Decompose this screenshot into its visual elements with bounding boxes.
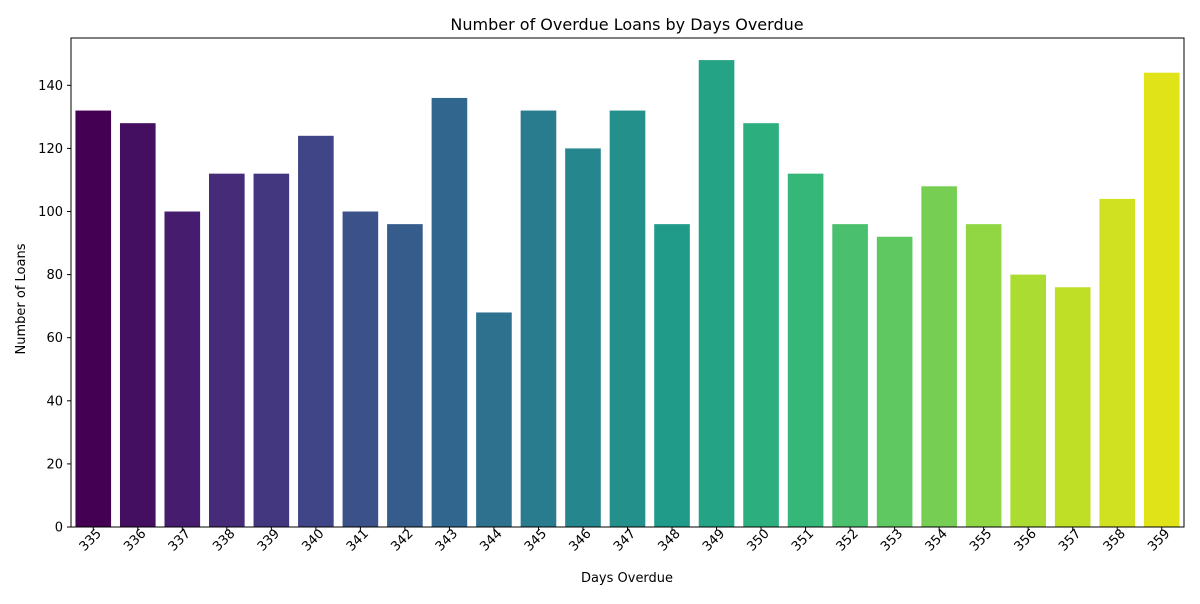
x-tick-label-348: 348 — [655, 526, 683, 554]
x-tick-label-347: 347 — [611, 526, 639, 554]
bar-339 — [253, 173, 290, 527]
bar-358 — [1099, 198, 1136, 527]
x-tick-label-344: 344 — [477, 526, 505, 554]
bar-350 — [743, 123, 779, 528]
bar-343 — [431, 97, 468, 527]
bar-347 — [609, 110, 646, 527]
x-tick-label-349: 349 — [700, 526, 728, 554]
bar-357 — [1054, 287, 1091, 527]
bar-346 — [565, 148, 601, 528]
y-tick-label: 40 — [46, 394, 63, 409]
bar-349 — [698, 60, 735, 527]
bar-335 — [75, 110, 112, 527]
y-tick-label: 80 — [46, 268, 63, 283]
ticks-layer: 0 20 40 60 80 100 120 140 335 336 337 338 339 340 341 3… — [38, 79, 1173, 555]
y-tick-label: 120 — [38, 142, 63, 157]
x-tick-label-355: 355 — [967, 526, 995, 554]
x-tick-label-356: 356 — [1012, 526, 1040, 554]
bar-336 — [119, 123, 156, 528]
bar-352 — [832, 224, 868, 527]
y-tick-label: 60 — [46, 331, 63, 346]
bar-340 — [298, 135, 334, 528]
x-tick-label-346: 346 — [566, 526, 594, 554]
x-tick-label-340: 340 — [299, 526, 327, 554]
bar-356 — [1010, 274, 1046, 527]
x-tick-label-353: 353 — [878, 526, 906, 554]
x-tick-label-345: 345 — [522, 526, 550, 554]
bars-layer — [75, 60, 1180, 528]
y-tick-label: 140 — [38, 79, 63, 94]
x-tick-label-343: 343 — [433, 526, 461, 554]
x-tick-label-336: 336 — [121, 526, 149, 554]
bar-344 — [476, 312, 512, 527]
bar-342 — [387, 224, 423, 527]
y-tick-label: 0 — [55, 521, 63, 536]
bar-345 — [520, 110, 557, 527]
x-tick-label-354: 354 — [923, 526, 951, 554]
chart-title: Number of Overdue Loans by Days Overdue — [450, 15, 803, 34]
bar-359 — [1143, 72, 1180, 527]
bar-355 — [965, 224, 1002, 527]
x-tick-label-352: 352 — [834, 526, 862, 554]
bar-338 — [209, 173, 245, 527]
x-tick-label-350: 350 — [745, 526, 773, 554]
x-tick-label-357: 357 — [1056, 526, 1084, 554]
x-tick-label-351: 351 — [789, 526, 817, 554]
y-axis-label: Number of Loans — [14, 243, 29, 354]
y-tick-label: 100 — [38, 205, 63, 220]
x-tick-label-359: 359 — [1145, 526, 1173, 554]
bar-348 — [654, 224, 690, 527]
x-tick-label-342: 342 — [388, 526, 416, 554]
y-tick-label: 20 — [46, 457, 63, 472]
bar-354 — [921, 186, 957, 527]
x-tick-label-341: 341 — [344, 526, 372, 554]
x-tick-label-335: 335 — [77, 526, 105, 554]
bar-351 — [787, 173, 824, 527]
x-tick-label-338: 338 — [210, 526, 238, 554]
x-tick-label-339: 339 — [255, 526, 283, 554]
x-tick-label-337: 337 — [166, 526, 194, 554]
x-axis-label: Days Overdue — [581, 571, 673, 586]
x-tick-label-358: 358 — [1101, 526, 1129, 554]
bar-353 — [876, 236, 913, 527]
bar-337 — [164, 211, 201, 527]
bar-341 — [342, 211, 379, 527]
